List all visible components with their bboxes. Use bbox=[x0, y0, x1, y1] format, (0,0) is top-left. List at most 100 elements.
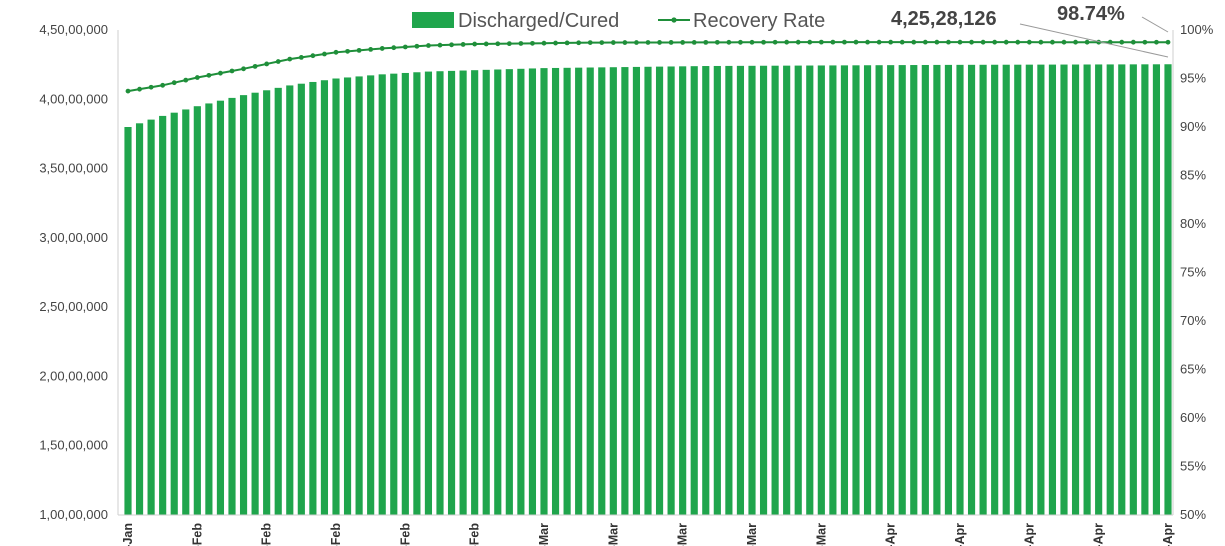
recovery-rate-point bbox=[345, 48, 350, 54]
recovery-rate-point bbox=[691, 39, 697, 45]
legend-label-recovery-rate: Recovery Rate bbox=[693, 10, 825, 32]
bar bbox=[621, 67, 629, 515]
recovery-rate-point bbox=[703, 39, 709, 45]
y-axis-right-ticks: 50% 55% 60% 65% 70% 75% 80% 85% 90% 95% 100% bbox=[1180, 22, 1214, 522]
bar bbox=[967, 64, 976, 515]
recovery-rate-point bbox=[957, 39, 963, 45]
recovery-rate-point bbox=[784, 39, 790, 45]
bar bbox=[424, 71, 433, 515]
bar bbox=[609, 67, 617, 515]
bar bbox=[979, 64, 987, 515]
recovery-rate-point bbox=[1003, 39, 1009, 45]
recovery-rate-point bbox=[368, 47, 374, 52]
callouts: 4,25,28,126 98.74% bbox=[891, 3, 1169, 58]
bar bbox=[910, 65, 918, 515]
recovery-rate-point bbox=[564, 40, 570, 46]
recovery-rate-point bbox=[1084, 39, 1090, 45]
bar bbox=[679, 66, 687, 515]
bar bbox=[1095, 64, 1103, 515]
recovery-rate-point bbox=[310, 53, 316, 59]
x-tick-label: 03-Feb bbox=[190, 523, 204, 546]
recovery-rate-point bbox=[160, 82, 166, 88]
bar bbox=[124, 127, 132, 515]
bar bbox=[921, 64, 929, 515]
bar bbox=[1083, 64, 1091, 516]
bar bbox=[840, 65, 849, 516]
x-tick-label: 28-Apr bbox=[1161, 523, 1175, 546]
recovery-rate-point bbox=[876, 39, 882, 45]
bar bbox=[748, 65, 756, 515]
recovery-rate-point bbox=[148, 84, 154, 90]
bar bbox=[598, 67, 606, 516]
recovery-rate-point bbox=[946, 39, 951, 45]
recovery-rate-point bbox=[657, 40, 662, 45]
bar bbox=[783, 65, 791, 515]
recovery-rate-point bbox=[1015, 39, 1021, 45]
bar bbox=[355, 76, 363, 516]
recovery-rate-point bbox=[807, 39, 813, 45]
recovery-rate-point bbox=[922, 39, 928, 45]
bar bbox=[759, 65, 768, 515]
legend-label-discharged-cured: Discharged/Cured bbox=[458, 10, 619, 32]
bar bbox=[378, 74, 386, 515]
recovery-rate-point bbox=[599, 40, 605, 45]
bar bbox=[1118, 64, 1126, 515]
recovery-rate-point bbox=[726, 39, 732, 45]
recovery-rate-point bbox=[795, 39, 801, 45]
recovery-rate-point bbox=[622, 40, 628, 45]
bar bbox=[263, 90, 271, 515]
recovery-rate-point bbox=[1130, 39, 1136, 45]
bar bbox=[309, 81, 317, 516]
recovery-rate-point bbox=[830, 39, 836, 45]
recovery-rate-point bbox=[541, 40, 547, 46]
recovery-rate-point bbox=[518, 41, 524, 46]
y-left-tick-label: 3,50,00,000 bbox=[39, 161, 108, 176]
recovery-rate-point bbox=[437, 42, 443, 48]
bar bbox=[956, 64, 964, 515]
bar bbox=[875, 65, 883, 515]
recovery-rate-point bbox=[634, 40, 639, 45]
recovery-rate-point bbox=[576, 40, 582, 46]
bar bbox=[320, 80, 329, 515]
recovery-rate-point bbox=[738, 39, 743, 45]
bar bbox=[817, 65, 825, 515]
bar bbox=[390, 73, 398, 516]
y-left-tick-label: 2,50,00,000 bbox=[39, 299, 108, 314]
recovery-rate-point bbox=[969, 39, 974, 45]
bar bbox=[690, 66, 698, 516]
bar bbox=[702, 66, 710, 515]
recovery-rate-point bbox=[772, 39, 778, 45]
recovery-rate-point bbox=[749, 39, 755, 45]
bar bbox=[471, 70, 479, 515]
bar-series-discharged-cured bbox=[124, 64, 1172, 516]
bar bbox=[991, 64, 999, 515]
bar bbox=[563, 67, 571, 515]
bar bbox=[170, 112, 178, 516]
bar bbox=[182, 109, 190, 515]
recovery-rate-point bbox=[252, 63, 258, 69]
bar bbox=[239, 95, 248, 515]
legend: Discharged/Cured Recovery Rate bbox=[412, 10, 825, 32]
recovery-rate-point bbox=[218, 70, 223, 76]
bar bbox=[540, 68, 548, 516]
bar bbox=[286, 85, 294, 516]
y-right-tick-label: 70% bbox=[1180, 313, 1206, 328]
bar bbox=[713, 65, 721, 515]
recovery-rate-point bbox=[264, 61, 270, 67]
bar bbox=[586, 67, 594, 515]
recovery-rate-point bbox=[391, 45, 397, 51]
recovery-rate-point bbox=[761, 39, 766, 45]
bar bbox=[1071, 64, 1080, 516]
callout-leader-rate bbox=[1141, 16, 1169, 33]
recovery-rate-point bbox=[460, 42, 466, 47]
bar bbox=[413, 72, 421, 515]
recovery-rate-point bbox=[1073, 39, 1078, 45]
bar bbox=[517, 68, 525, 516]
x-tick-label: 16-Apr bbox=[1022, 523, 1036, 546]
bar bbox=[551, 67, 560, 516]
x-tick-label: 23-Mar bbox=[745, 523, 759, 546]
y-right-tick-label: 50% bbox=[1180, 507, 1206, 522]
bar bbox=[794, 65, 802, 515]
recovery-rate-point bbox=[183, 77, 189, 83]
bar bbox=[944, 64, 953, 515]
